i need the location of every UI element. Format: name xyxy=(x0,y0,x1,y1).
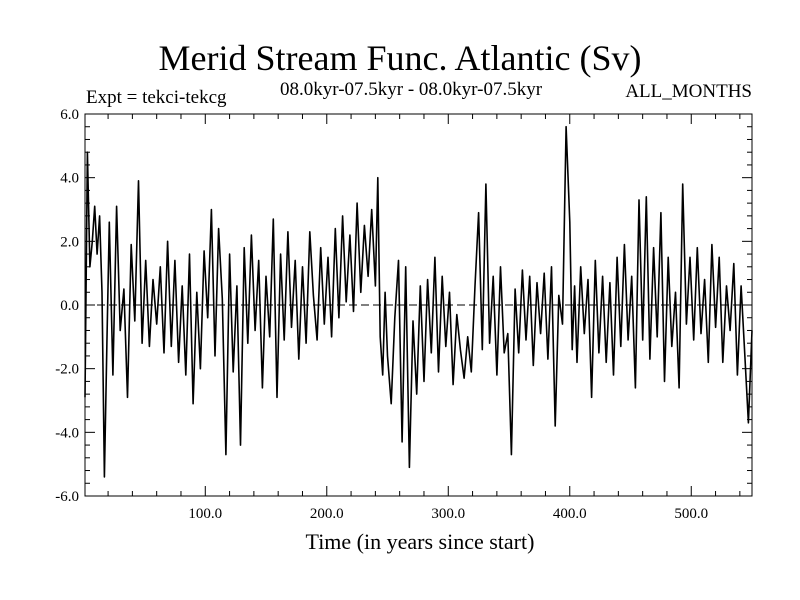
y-tick-label: 0.0 xyxy=(60,298,79,314)
y-tick-label: 4.0 xyxy=(60,171,79,187)
chart-title: Merid Stream Func. Atlantic (Sv) xyxy=(158,38,642,78)
months-label: ALL_MONTHS xyxy=(625,81,752,102)
x-tick-label: 300.0 xyxy=(431,506,465,522)
experiment-label: Expt = tekci-tekcg xyxy=(86,87,227,108)
y-tick-label: 6.0 xyxy=(60,107,79,123)
y-tick-label: -2.0 xyxy=(55,362,79,378)
x-axis-label: Time (in years since start) xyxy=(305,529,535,554)
x-tick-label: 200.0 xyxy=(310,506,344,522)
time-range-label: 08.0kyr-07.5kyr - 08.0kyr-07.5kyr xyxy=(280,79,543,100)
x-tick-label: 400.0 xyxy=(553,506,587,522)
y-tick-label: 2.0 xyxy=(60,234,79,250)
y-tick-label: -6.0 xyxy=(55,489,79,505)
y-tick-label: -4.0 xyxy=(55,425,79,441)
x-tick-label: 500.0 xyxy=(674,506,708,522)
series-line xyxy=(84,125,753,478)
x-tick-label: 100.0 xyxy=(188,506,222,522)
